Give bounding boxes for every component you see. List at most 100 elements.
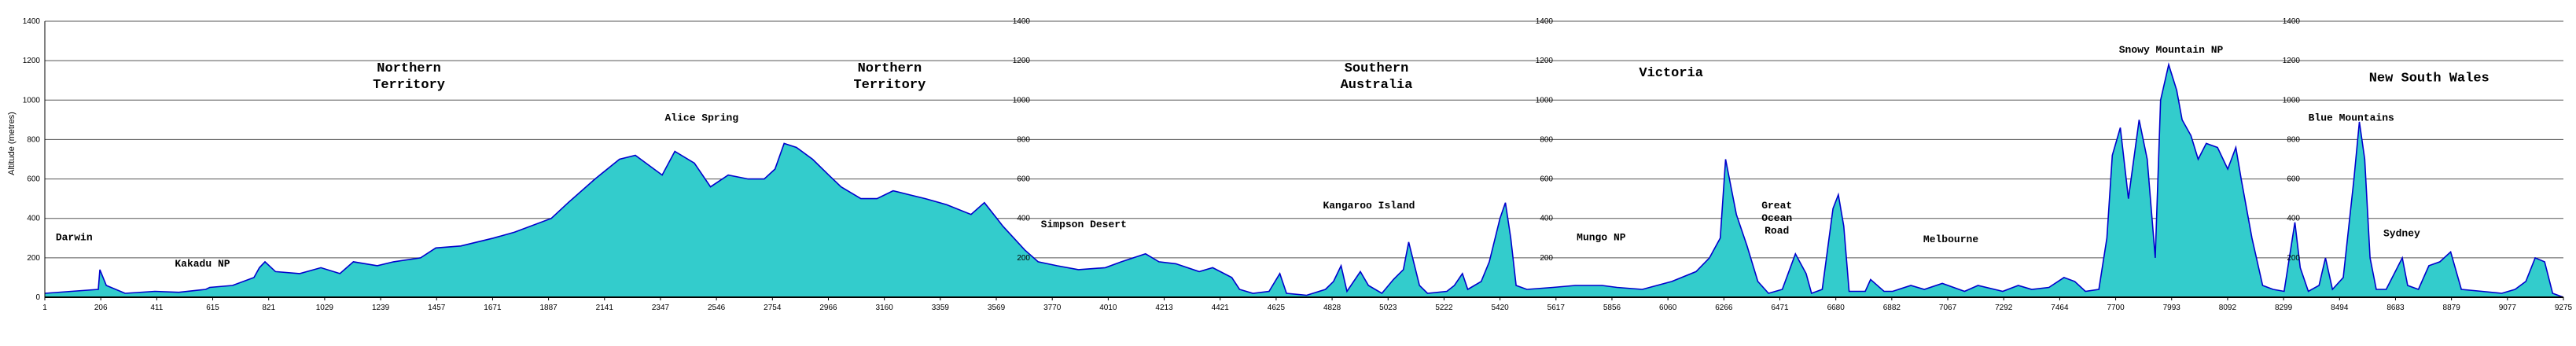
annotation-line: Northern xyxy=(858,61,922,76)
x-tick-label: 821 xyxy=(262,304,275,312)
y-axis-label: Altitude (metres) xyxy=(7,112,17,175)
y-tick-label: 1200 xyxy=(23,57,41,65)
place-label: Sydney xyxy=(2383,227,2420,239)
annotation-line: Kangaroo Island xyxy=(1323,200,1415,212)
region-label: Southern Australia xyxy=(1341,61,1413,93)
repeated-axis-label: 1400 xyxy=(1013,17,1031,26)
repeated-axis-label: 800 xyxy=(2287,135,2300,144)
x-tick-label: 3160 xyxy=(876,304,894,312)
altitude-line xyxy=(44,62,2564,298)
x-tick-label: 6471 xyxy=(1771,304,1789,312)
annotation-line: Blue Mountains xyxy=(2309,112,2394,124)
x-tick-label: 7292 xyxy=(1995,304,2013,312)
annotations: Northern Territory Northern Territory Southe… xyxy=(56,44,2490,270)
repeated-axis-label: 800 xyxy=(1540,135,1553,144)
place-label: Mungo NP xyxy=(1577,231,1626,243)
annotation-line: Southern xyxy=(1345,61,1409,76)
y-tick-label: 1400 xyxy=(23,17,41,26)
place-label: Snowy Mountain NP xyxy=(2119,44,2224,56)
annotation-line: Northern xyxy=(377,61,441,76)
x-tick-label: 5420 xyxy=(1491,304,1509,312)
x-tick-label: 1457 xyxy=(428,304,446,312)
repeated-axis-label: 1000 xyxy=(2283,96,2301,105)
repeated-axis-label: 600 xyxy=(1017,175,1030,184)
x-tick-label: 1887 xyxy=(539,304,558,312)
annotation-line: Alice Spring xyxy=(665,112,739,124)
x-tick-label: 5222 xyxy=(1435,304,1453,312)
repeated-axis-label: 1000 xyxy=(1013,96,1031,105)
repeated-axis-label: 600 xyxy=(1540,175,1553,184)
repeated-axis-label: 400 xyxy=(1540,215,1553,223)
x-tick-label: 1029 xyxy=(316,304,334,312)
annotation-line: Territory xyxy=(373,78,445,93)
place-label: Blue Mountains xyxy=(2309,112,2394,124)
region-label: Northern Territory xyxy=(373,61,445,93)
annotation-line: Victoria xyxy=(1639,66,1703,81)
x-tick-label: 6060 xyxy=(1659,304,1677,312)
x-tick-label: 6266 xyxy=(1715,304,1733,312)
y-tick-label: 400 xyxy=(27,215,40,223)
annotation-line: Sydney xyxy=(2383,227,2420,239)
x-tick-label: 6680 xyxy=(1827,304,1846,312)
x-tick-label: 2141 xyxy=(596,304,614,312)
x-tick-label: 411 xyxy=(150,304,163,312)
repeated-axis-label: 400 xyxy=(2287,215,2300,223)
x-tick-label: 5617 xyxy=(1547,304,1566,312)
x-tick-label: 615 xyxy=(206,304,219,312)
x-tick-label: 4828 xyxy=(1323,304,1341,312)
place-label: Simpson Desert xyxy=(1041,219,1127,230)
x-tick-label: 206 xyxy=(94,304,108,312)
repeated-axis-label: 1200 xyxy=(1536,57,1554,65)
x-tick-label: 4625 xyxy=(1268,304,1286,312)
x-tick-label: 9077 xyxy=(2499,304,2517,312)
x-tick-label: 7464 xyxy=(2051,304,2069,312)
x-tick-label: 3359 xyxy=(932,304,950,312)
repeated-axis-label: 200 xyxy=(2287,254,2300,263)
y-tick-label: 800 xyxy=(27,135,40,144)
x-tick-label: 2347 xyxy=(652,304,670,312)
repeated-axis-label: 800 xyxy=(1017,135,1030,144)
x-tick-label: 5023 xyxy=(1379,304,1397,312)
x-tick-label: 8299 xyxy=(2275,304,2293,312)
x-tick-label: 8092 xyxy=(2219,304,2237,312)
x-tick-label: 8879 xyxy=(2443,304,2461,312)
x-tick-labels: 1 206 411 615 821 1029 1239 1457 1671 1887 2141 234… xyxy=(42,297,2573,312)
repeated-axis-label: 1200 xyxy=(1013,57,1031,65)
repeated-axis-labels: 200 400 600 800 1000 1200 1400 200 400 600 800 1000… xyxy=(1013,17,2301,263)
annotation-line: Road xyxy=(1765,225,1789,237)
region-label: New South Wales xyxy=(2369,71,2490,86)
x-tick-label: 5856 xyxy=(1603,304,1621,312)
x-tick-label: 1 xyxy=(42,304,47,312)
x-tick-label: 2546 xyxy=(708,304,726,312)
annotation-line: Territory xyxy=(853,78,926,93)
place-label: Darwin xyxy=(56,231,93,243)
place-label: Great Ocean Road xyxy=(1761,200,1792,237)
annotation-line: Australia xyxy=(1341,78,1413,93)
annotation-line: Great xyxy=(1761,200,1792,212)
x-tick-label: 2754 xyxy=(764,304,782,312)
annotation-line: Snowy Mountain NP xyxy=(2119,44,2224,56)
repeated-axis-label: 1000 xyxy=(1536,96,1554,105)
axes xyxy=(44,21,2563,300)
x-tick-label: 4421 xyxy=(1212,304,1230,312)
repeated-axis-label: 200 xyxy=(1540,254,1553,263)
x-tick-label: 8494 xyxy=(2331,304,2349,312)
annotation-line: Ocean xyxy=(1761,212,1792,224)
x-tick-label: 7993 xyxy=(2163,304,2181,312)
y-tick-label: 0 xyxy=(35,293,40,302)
repeated-axis-label: 600 xyxy=(2287,175,2300,184)
x-tick-label: 7067 xyxy=(1939,304,1957,312)
place-label: Kakadu NP xyxy=(175,258,230,270)
x-tick-label: 7700 xyxy=(2107,304,2125,312)
x-tick-label: 1671 xyxy=(484,304,502,312)
y-tick-labels: 0 200 400 600 800 1000 1200 1400 xyxy=(23,17,41,302)
repeated-axis-label: 1200 xyxy=(2283,57,2301,65)
annotation-line: Kakadu NP xyxy=(175,258,230,270)
x-tick-label: 4213 xyxy=(1155,304,1173,312)
x-tick-label: 9275 xyxy=(2555,304,2573,312)
annotation-line: Melbourne xyxy=(1923,234,1978,245)
annotation-line: Mungo NP xyxy=(1577,231,1626,243)
repeated-axis-label: 200 xyxy=(1017,254,1030,263)
x-tick-label: 1239 xyxy=(372,304,390,312)
